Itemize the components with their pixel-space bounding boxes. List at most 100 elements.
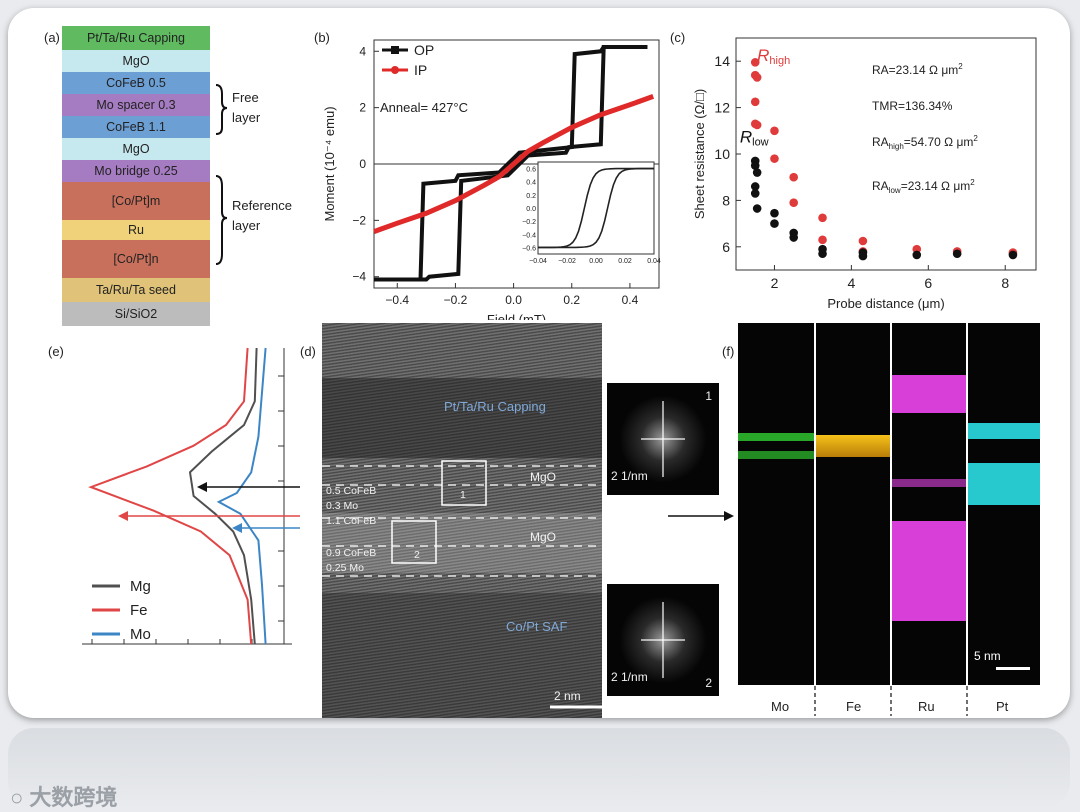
panel-label-a: (a) — [44, 30, 60, 45]
chart-c-point-high — [752, 73, 762, 82]
reference-layer-label-line2: layer — [232, 218, 261, 233]
chart-b-xtick-label: 0.4 — [622, 293, 639, 307]
eds-ru-band-bottom — [892, 521, 966, 621]
chart-b-op-up-branch — [374, 45, 648, 282]
reference-layer-brace — [215, 175, 228, 265]
chart-c-annotation-2-mid: =54.70 Ω μm — [904, 135, 974, 149]
chart-b-ytick-label: 0 — [359, 157, 366, 171]
fft-2-horizontal — [641, 639, 685, 641]
chart-b-ylabel: Moment (10⁻⁴ emu) — [322, 106, 337, 221]
stack-layer-8: Ru — [62, 220, 210, 240]
chart-b-inset-ytick-label: 0.4 — [526, 180, 536, 187]
chart-c-point-high — [770, 154, 779, 163]
chart-b-inset-xtick-label: 0.00 — [589, 258, 603, 265]
panel-label-c: (c) — [670, 30, 686, 45]
reference-layer-label-line1: Reference — [232, 198, 292, 213]
stack-layer-4: CoFeB 1.1 — [62, 116, 210, 138]
chart-c-point-low — [752, 168, 762, 177]
fft-inset-1: 1 2 1/nm — [607, 383, 719, 495]
chart-c-annotation-2-pre: RA — [872, 135, 889, 149]
fft-1-number: 1 — [705, 389, 712, 403]
chart-c-point-high — [818, 213, 827, 223]
chart-c-point-low — [858, 251, 868, 261]
eds-label-pt: Pt — [996, 699, 1009, 714]
tem-label-mgo-top: MgO — [530, 470, 557, 484]
chart-c-point-low — [752, 204, 762, 213]
chart-c-point-low — [750, 161, 760, 170]
stack-layer-3: Mo spacer 0.3 — [62, 94, 210, 116]
chart-b-inset-ytick-label: −0.6 — [522, 245, 536, 252]
tem-label-layer-1: 0.5 CoFeB — [326, 485, 377, 497]
chart-c-annotation-3-mid: =23.14 Ω μm — [901, 179, 971, 193]
chart-b-inset-ytick-label: 0.6 — [526, 167, 536, 174]
chart-c-point-high — [752, 120, 762, 130]
chart-c-point-low — [818, 249, 827, 259]
chart-b-xlabel: Field (mT) — [487, 312, 546, 320]
chart-c-point-high — [858, 236, 868, 246]
eds-fe-band — [816, 435, 890, 457]
sheet-resistance-chart: 2 4 6 8 6 8 10 12 14 Probe distance (μm) Sheet res… — [692, 37, 1037, 311]
fft-inset-2: 2 2 1/nm — [607, 584, 719, 696]
chart-b-xtick-label: −0.2 — [444, 293, 468, 307]
tem-scale-label: 2 nm — [554, 689, 581, 703]
chart-b-inset-frame — [537, 161, 655, 255]
chart-c-point-high — [770, 126, 779, 136]
chart-c-point-low — [770, 208, 779, 218]
chart-c-annotation-3-sup: 2 — [970, 178, 975, 187]
chart-c-label-rlow: Rlow — [740, 127, 769, 148]
tem-label-layer-3: 1.1 CoFeB — [326, 515, 377, 527]
eds-label-mo: Mo — [771, 699, 790, 714]
stack-layer-10: Ta/Ru/Ta seed — [62, 278, 210, 302]
chart-b-inset-xtick-label: −0.04 — [529, 258, 547, 265]
stack-layer-7: [Co/Pt]m — [62, 182, 210, 220]
watermark: ○ 大数跨境 — [10, 780, 117, 812]
chart-c-label-rhigh: Rhigh — [757, 46, 790, 67]
chart-b-inset-ytick-label: 0.0 — [526, 206, 536, 213]
chart-c-xtick-label: 8 — [1001, 275, 1009, 291]
fft-1-scale: 2 1/nm — [611, 469, 648, 483]
stack-layer-11: Si/SiO2 — [62, 302, 210, 326]
chart-b-legend-op-label: OP — [414, 42, 434, 58]
chart-c-point-high — [750, 97, 760, 107]
chart-b-ytick-label: −4 — [352, 270, 366, 284]
chart-c-xtick-label: 4 — [847, 275, 855, 291]
chart-c-xtick-label: 6 — [924, 275, 932, 291]
free-layer-brace — [215, 84, 228, 135]
stack-layer-2: CoFeB 0.5 — [62, 72, 210, 94]
chart-b-inset-branch-2 — [538, 167, 654, 249]
card-reflection — [8, 728, 1070, 808]
chart-b-ytick-label: 2 — [359, 101, 366, 115]
eds-map-ru — [892, 323, 966, 685]
tem-overlay — [322, 460, 602, 709]
chart-e-line-mo — [216, 347, 267, 645]
chart-c-label-rlow-sub: low — [752, 136, 769, 148]
panel-label-b: (b) — [314, 30, 330, 45]
chart-c-point-low — [750, 189, 760, 198]
fft-2-number: 2 — [705, 676, 712, 690]
chart-c-ytick-label: 14 — [714, 53, 730, 69]
chart-e-legend-label-fe: Fe — [130, 602, 148, 619]
eds-label-fe: Fe — [846, 699, 862, 714]
chart-b-inset-ytick-label: 0.2 — [526, 193, 536, 200]
tem-label-layer-5: 0.25 Mo — [326, 562, 364, 574]
eds-map-mo — [738, 323, 814, 685]
chart-b-ip-line — [373, 94, 655, 234]
chart-b-inset-ytick-label: −0.2 — [522, 219, 536, 226]
tem-box-2-label: 2 — [414, 549, 420, 561]
chart-c-annotation-1: TMR=136.34% — [872, 99, 953, 113]
hysteresis-chart: −0.4 −0.2 0.0 0.2 0.4 −4 −2 0 2 4 Field (mT) Moment… — [322, 39, 661, 320]
chart-b-legend-ip-label: IP — [414, 62, 427, 78]
eds-pt-band-bottom — [968, 463, 1040, 505]
eds-separators — [814, 686, 968, 716]
free-layer-label-line1: Free — [232, 90, 259, 105]
chart-c-annotation-3-pre: RA — [872, 179, 889, 193]
eds-scale-bar — [996, 667, 1030, 670]
panel-label-f: (f) — [722, 344, 735, 359]
chart-b-legend-ip-marker — [391, 66, 399, 74]
chart-c-ytick-label: 6 — [722, 239, 730, 255]
chart-e-arrowhead-0 — [197, 482, 207, 492]
chart-b-legend-op-marker — [391, 46, 399, 54]
chart-b-xtick-label: 0.0 — [505, 293, 522, 307]
chart-c-ytick-label: 8 — [722, 192, 730, 208]
